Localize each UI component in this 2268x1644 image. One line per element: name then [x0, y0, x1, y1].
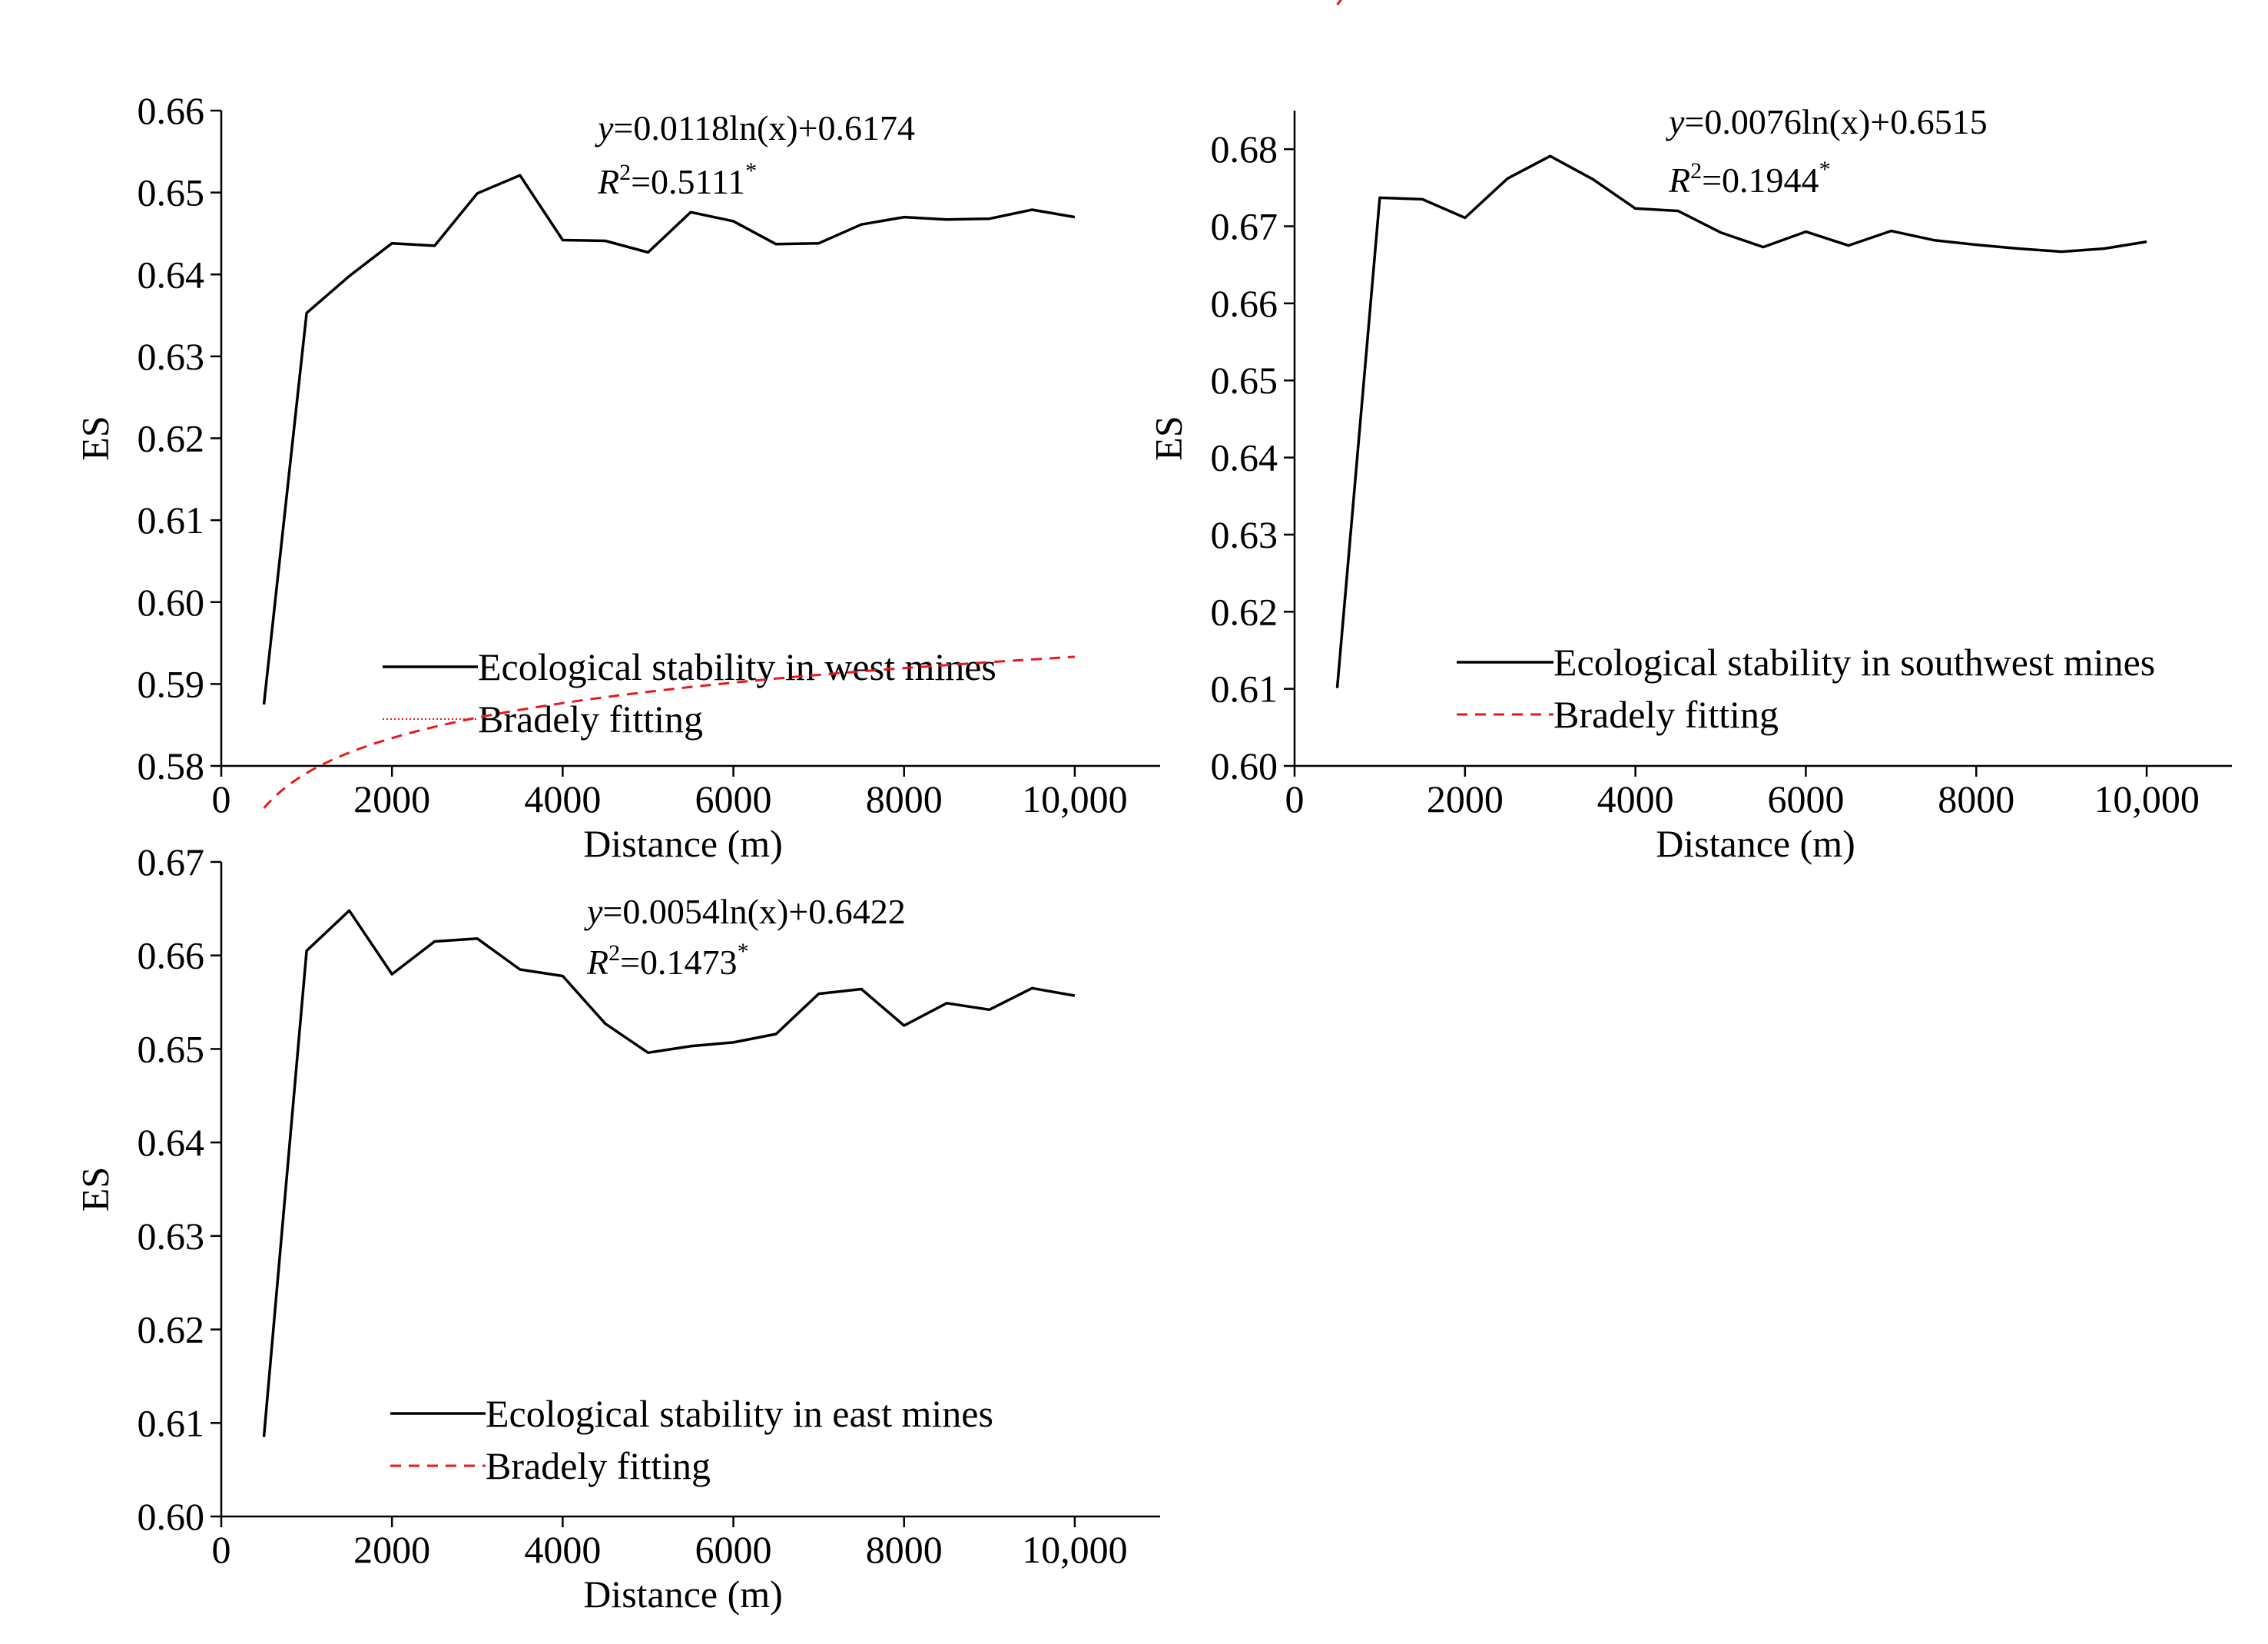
r-squared: R2=0.1473*	[586, 939, 749, 982]
x-tick-label: 4000	[1597, 777, 1674, 820]
r-superscript: 2	[619, 160, 631, 185]
x-tick-label: 2000	[1427, 777, 1504, 820]
r-superscript: 2	[1690, 158, 1702, 184]
y-tick-label: 0.64	[138, 253, 205, 296]
r-value: =0.1473	[620, 943, 737, 982]
y-axis-title: ES	[74, 1167, 117, 1211]
y-tick-label: 0.62	[138, 1308, 205, 1351]
y-tick-label: 0.61	[138, 499, 205, 542]
fit-equation: y=0.0054ln(x)+0.6422	[584, 892, 906, 931]
chart-east-mines: 0.600.610.620.630.640.650.660.670 2000 400…	[74, 655, 1160, 1616]
x-tick-label: 8000	[866, 777, 943, 820]
y-tick-label: 0.64	[138, 1121, 205, 1164]
y-tick-label: 0.59	[138, 662, 205, 705]
x-axis-title: Distance (m)	[583, 1573, 783, 1616]
y-tick-label: 0.61	[1211, 668, 1278, 711]
x-tick-label: 6000	[695, 1528, 772, 1571]
y-tick-label: 0.63	[138, 335, 205, 378]
r-value: =0.1944	[1702, 161, 1819, 200]
chart-southwest-mines: 0.60 0.61 0.62 0.63 0.64 0.65 0.66 0.67 0.68 0 200…	[1147, 0, 2232, 865]
legend-label-fit: Bradely fitting	[1553, 693, 1779, 736]
equation-y-variable: y	[595, 108, 614, 147]
y-tick-label: 0.66	[1211, 282, 1278, 325]
y-tick-label: 0.67	[138, 840, 205, 883]
y-tick-label: 0.62	[138, 417, 205, 460]
data-series-line	[262, 174, 1076, 705]
legend-label-fit: Bradely fitting	[486, 1444, 711, 1487]
y-tick-label: 0.63	[138, 1215, 205, 1258]
r-squared: R2=0.1944*	[1668, 157, 1831, 200]
y-axis-title: ES	[74, 416, 117, 460]
chart-west-mines: 0.58 0.59 0.60 0.61 0.62 0.63 0.64 0.65 0.66 0 200…	[74, 89, 1160, 865]
y-axis-title: ES	[1147, 416, 1190, 460]
x-tick-label: 2000	[353, 1528, 430, 1571]
fit-curve	[1336, 0, 1343, 6]
y-tick-label: 0.60	[138, 581, 205, 624]
y-tick-label: 0.66	[138, 934, 205, 977]
y-tick-label: 0.64	[1211, 436, 1278, 479]
r-variable: R	[1668, 161, 1690, 200]
x-tick-label: 6000	[695, 777, 772, 820]
legend-label-fit: Bradely fitting	[478, 698, 703, 741]
y-tick-label: 0.66	[138, 89, 205, 132]
x-tick-label: 10,000	[1022, 777, 1128, 820]
equation-formula: =0.0076ln(x)+0.6515	[1684, 102, 1987, 141]
x-tick-label: 4000	[524, 777, 601, 820]
fit-equation: y=0.0118ln(x)+0.6174	[595, 108, 915, 147]
r-squared: R2=0.5111*	[597, 158, 757, 201]
x-tick-label: 4000	[524, 1528, 601, 1571]
x-tick-label: 0	[212, 777, 231, 820]
y-tick-label: 0.65	[138, 1027, 205, 1070]
r-superscript: 2	[608, 940, 620, 966]
legend-label-data: Ecological stability in east mines	[486, 1392, 993, 1435]
x-tick-label: 2000	[353, 777, 430, 820]
x-axis-title: Distance (m)	[583, 822, 783, 865]
data-series-line	[1335, 154, 2147, 688]
fit-curve	[263, 655, 1075, 809]
x-tick-label: 6000	[1767, 777, 1844, 820]
legend-label-data: Ecological stability in southwest mines	[1553, 641, 2155, 684]
x-tick-label: 8000	[1938, 777, 2014, 820]
y-tick-label: 0.60	[1211, 744, 1278, 787]
x-axis-title: Distance (m)	[1656, 822, 1855, 865]
equation-formula: =0.0054ln(x)+0.6422	[602, 892, 905, 931]
equation-y-variable: y	[1666, 102, 1685, 141]
r-variable: R	[597, 162, 619, 201]
data-series-line	[262, 909, 1076, 1437]
x-tick-label: 0	[212, 1528, 231, 1571]
x-tick-label: 8000	[866, 1528, 943, 1571]
equation-formula: =0.0118ln(x)+0.6174	[613, 108, 915, 147]
r-value: =0.5111	[631, 162, 745, 201]
y-tick-label: 0.65	[138, 171, 205, 214]
fit-equation: y=0.0076ln(x)+0.6515	[1666, 102, 1988, 141]
x-tick-label: 10,000	[1022, 1528, 1128, 1571]
y-tick-label: 0.61	[138, 1401, 205, 1444]
y-tick-label: 0.62	[1211, 590, 1278, 633]
equation-y-variable: y	[584, 892, 603, 931]
y-tick-label: 0.65	[1211, 359, 1278, 402]
x-tick-label: 0	[1285, 777, 1305, 820]
y-tick-label: 0.63	[1211, 513, 1278, 556]
y-tick-label: 0.67	[1211, 205, 1278, 248]
significance-star: *	[1819, 157, 1831, 182]
r-variable: R	[586, 943, 608, 982]
y-tick-label: 0.68	[1211, 128, 1278, 171]
significance-star: *	[738, 939, 749, 964]
y-tick-label: 0.60	[138, 1495, 205, 1538]
y-tick-label: 0.58	[138, 744, 205, 787]
x-tick-label: 10,000	[2094, 777, 2200, 820]
significance-star: *	[745, 158, 757, 184]
